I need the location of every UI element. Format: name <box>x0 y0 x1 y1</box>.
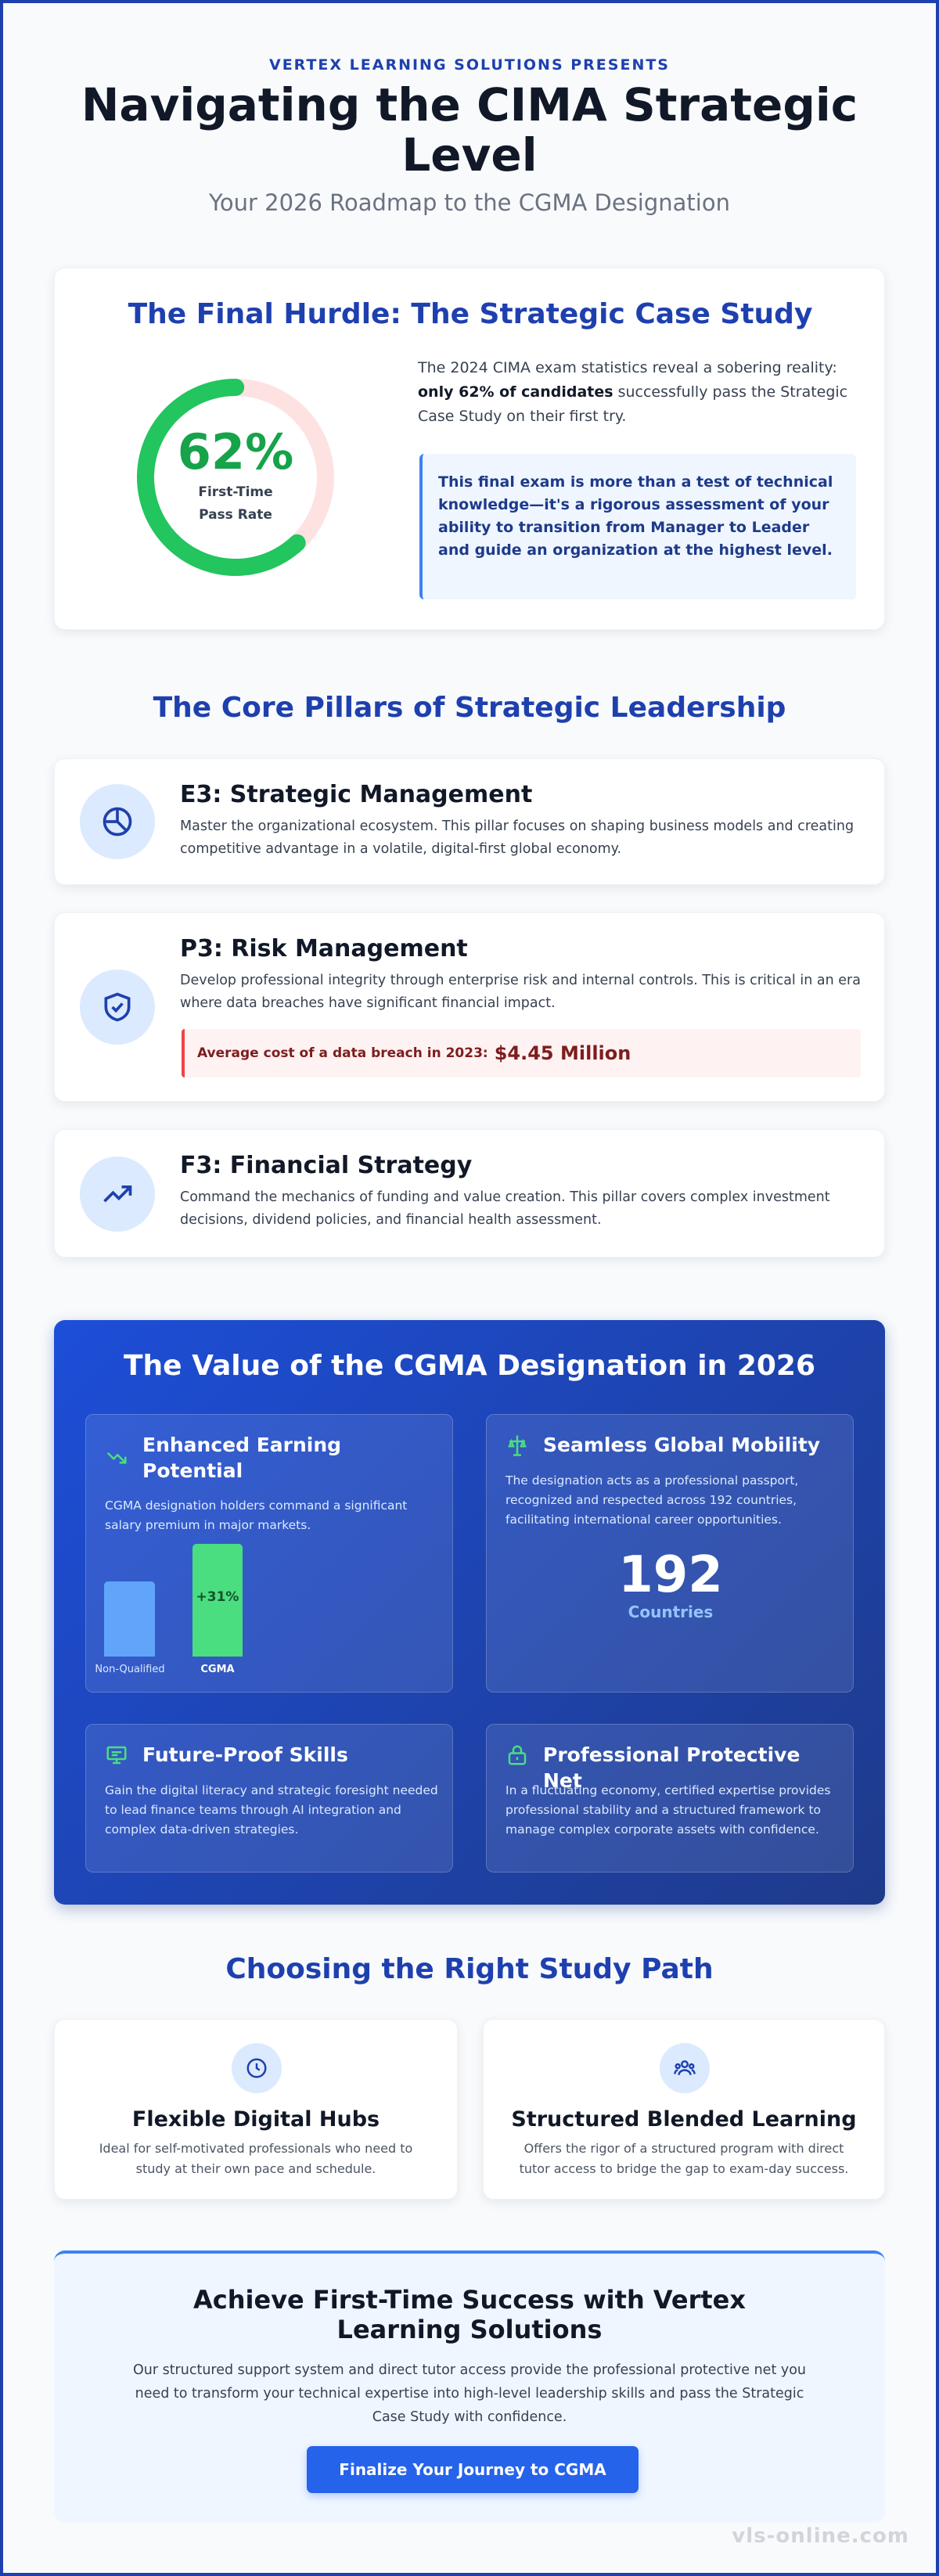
value-card: Enhanced Earning Potential CGMA designat… <box>85 1414 453 1693</box>
countries-label: Countries <box>628 1603 714 1621</box>
section-title: The Core Pillars of Strategic Leadership <box>153 692 786 724</box>
cta-button[interactable]: Finalize Your Journey to CGMA <box>307 2446 639 2493</box>
page-title: Navigating the CIMA Strategic Level <box>81 78 858 182</box>
breach-value: $4.45 Million <box>494 1042 631 1064</box>
text: successfully pass the Strategic Case Stu… <box>418 383 848 425</box>
eyebrow: VERTEX LEARNING SOLUTIONS PRESENTS <box>269 56 670 74</box>
icon <box>106 1746 127 1765</box>
pillar-card: F3: Financial Strategy Command the mecha… <box>54 1129 885 1257</box>
icon <box>80 1157 155 1232</box>
pillar-title: E3: Strategic Management <box>180 781 533 808</box>
hurdle-text: The 2024 CIMA exam statistics reveal a s… <box>418 356 856 429</box>
icon <box>106 1452 127 1464</box>
card-text: The designation acts as a professional p… <box>505 1473 799 1527</box>
section-title: The Value of the CGMA Designation in 202… <box>123 1350 816 1382</box>
icon <box>508 1745 527 1765</box>
bar-label: Non-Qualified <box>95 1664 165 1675</box>
cta-section: Achieve First-Time Success with Vertex L… <box>54 2250 885 2523</box>
study-card: Structured Blended Learning Offers the r… <box>483 2019 885 2200</box>
card-text: Gain the digital literacy and strategic … <box>105 1783 438 1837</box>
card-title: Structured Blended Learning <box>511 2107 857 2132</box>
pillar-title: P3: Risk Management <box>180 935 468 962</box>
card-text: Ideal for self-motivated professionals w… <box>99 2141 413 2176</box>
breach-callout: Average cost of a data breach in 2023: $… <box>182 1029 861 1078</box>
callout: This final exam is more than a test of t… <box>419 454 856 599</box>
value-card: Professional Protective Net In a fluctua… <box>486 1724 854 1873</box>
text-bold: only 62% of candidates <box>418 383 613 401</box>
bar: +31% <box>192 1544 243 1657</box>
value-card: Seamless Global Mobility The designation… <box>486 1414 854 1693</box>
hurdle-card: The Final Hurdle: The Strategic Case Stu… <box>54 268 885 630</box>
icon <box>508 1435 527 1456</box>
value-section: The Value of the CGMA Designation in 202… <box>54 1320 885 1905</box>
value-card: Future-Proof Skills Gain the digital lit… <box>85 1724 453 1873</box>
bar <box>104 1581 155 1657</box>
icon <box>80 784 155 859</box>
pass-rate: 62% <box>177 423 294 480</box>
pillar-card: P3: Risk Management Develop professional… <box>54 912 885 1102</box>
card-text: Offers the rigor of a structured program… <box>519 2141 849 2176</box>
text: The 2024 CIMA exam statistics reveal a s… <box>418 359 837 376</box>
card-title: Future-Proof Skills <box>142 1743 348 1766</box>
card-title: Seamless Global Mobility <box>543 1434 821 1456</box>
pillar-text: Master the organizational ecosystem. Thi… <box>180 818 854 857</box>
breach-label: Average cost of a data breach in 2023: <box>197 1045 488 1061</box>
countries-number: 192 <box>618 1546 723 1604</box>
card-title: Enhanced Earning Potential <box>142 1434 342 1482</box>
subtitle: Your 2026 Roadmap to the CGMA Designatio… <box>209 189 730 216</box>
pillar-text: Command the mechanics of funding and val… <box>180 1189 830 1228</box>
pillar-title: F3: Financial Strategy <box>180 1152 473 1179</box>
pass-rate-caption: First-Time Pass Rate <box>198 484 273 523</box>
donut-arc <box>137 379 334 576</box>
study-card: Flexible Digital Hubs Ideal for self-mot… <box>54 2019 458 2200</box>
section-title: The Final Hurdle: The Strategic Case Stu… <box>128 298 813 330</box>
icon <box>660 2043 710 2093</box>
pillar-text: Develop professional integrity through e… <box>180 973 861 1011</box>
premium-label: +31% <box>196 1589 239 1605</box>
card-title: Professional Protective Net <box>543 1743 800 1792</box>
icon <box>232 2043 282 2093</box>
donut <box>137 379 334 576</box>
card-title: Flexible Digital Hubs <box>131 2107 380 2132</box>
pillar-card: E3: Strategic Management Master the orga… <box>54 758 885 885</box>
card-text: CGMA designation holders command a signi… <box>105 1498 408 1532</box>
icon <box>80 970 155 1045</box>
cta-title: Achieve First-Time Success with Vertex L… <box>193 2285 746 2344</box>
section-title: Choosing the Right Study Path <box>225 1953 714 1985</box>
watermark: vls-online.com <box>732 2524 909 2548</box>
cta-text: Our structured support system and direct… <box>132 2362 807 2425</box>
card-text: In a fluctuating economy, certified expe… <box>505 1783 831 1837</box>
bar-label: CGMA <box>200 1664 235 1675</box>
